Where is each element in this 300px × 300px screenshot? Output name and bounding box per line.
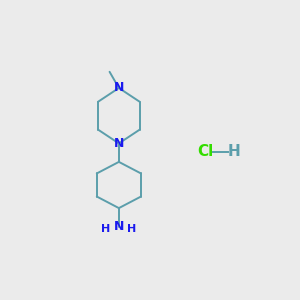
Text: N: N	[114, 137, 124, 150]
Text: N: N	[114, 82, 124, 94]
Text: N: N	[114, 220, 124, 233]
Text: H: H	[127, 224, 136, 234]
Text: H: H	[101, 224, 111, 234]
Text: Cl: Cl	[197, 144, 213, 159]
Text: H: H	[228, 144, 240, 159]
